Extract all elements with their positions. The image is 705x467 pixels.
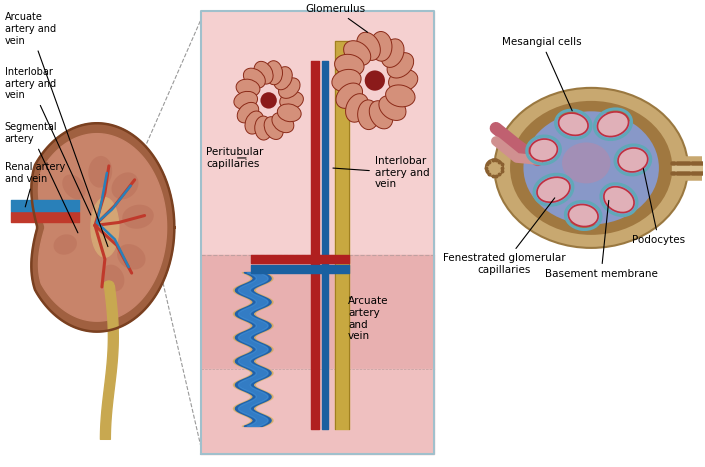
Ellipse shape [104, 281, 114, 289]
Text: Fenestrated glomerular
capillaries: Fenestrated glomerular capillaries [443, 198, 565, 275]
Ellipse shape [111, 172, 138, 199]
Ellipse shape [618, 148, 648, 172]
Ellipse shape [597, 112, 629, 136]
Ellipse shape [265, 61, 283, 85]
Text: Basement membrane: Basement membrane [545, 200, 658, 279]
Ellipse shape [335, 54, 364, 76]
Ellipse shape [122, 205, 154, 229]
Ellipse shape [54, 234, 77, 255]
Ellipse shape [568, 205, 598, 226]
Ellipse shape [529, 139, 558, 161]
Ellipse shape [494, 88, 688, 248]
Ellipse shape [117, 244, 145, 269]
Ellipse shape [237, 102, 259, 123]
Ellipse shape [236, 79, 260, 97]
Ellipse shape [537, 177, 570, 202]
Ellipse shape [357, 32, 380, 60]
Ellipse shape [332, 70, 361, 92]
Ellipse shape [102, 265, 124, 291]
Ellipse shape [88, 156, 112, 188]
Ellipse shape [558, 113, 588, 135]
Ellipse shape [345, 94, 369, 122]
Ellipse shape [336, 83, 362, 108]
Text: Interlobar
artery and
vein: Interlobar artery and vein [333, 156, 429, 190]
Ellipse shape [243, 68, 265, 88]
Ellipse shape [277, 104, 301, 122]
Text: Segmental
artery: Segmental artery [5, 122, 78, 233]
Ellipse shape [245, 111, 264, 134]
Ellipse shape [379, 96, 406, 120]
Text: Arcuate
artery and
vein: Arcuate artery and vein [5, 12, 108, 247]
Ellipse shape [486, 159, 503, 177]
Text: Interlobar
artery and
vein: Interlobar artery and vein [5, 67, 91, 215]
Ellipse shape [388, 70, 418, 92]
Polygon shape [39, 134, 166, 321]
Ellipse shape [264, 117, 283, 140]
Text: Mesangial cells: Mesangial cells [502, 37, 582, 111]
Ellipse shape [51, 199, 77, 220]
Text: Peritubular
capillaries: Peritubular capillaries [206, 147, 264, 169]
Text: Glomerulus: Glomerulus [305, 4, 367, 32]
Ellipse shape [62, 175, 86, 199]
Ellipse shape [386, 85, 415, 107]
Ellipse shape [604, 187, 634, 212]
Ellipse shape [260, 92, 277, 109]
Ellipse shape [357, 100, 379, 129]
Ellipse shape [91, 198, 118, 257]
Ellipse shape [343, 41, 371, 65]
Ellipse shape [387, 53, 414, 78]
Ellipse shape [255, 116, 272, 140]
Ellipse shape [562, 142, 611, 184]
Ellipse shape [272, 113, 294, 133]
Ellipse shape [381, 39, 404, 67]
Ellipse shape [510, 101, 673, 235]
Ellipse shape [523, 111, 659, 225]
Ellipse shape [364, 71, 385, 91]
Text: Podocytes: Podocytes [632, 169, 685, 245]
Ellipse shape [369, 101, 393, 129]
Text: Arcuate
artery
and
vein: Arcuate artery and vein [348, 297, 388, 341]
Text: Renal artery
and vein: Renal artery and vein [5, 162, 65, 207]
Ellipse shape [274, 67, 293, 90]
Polygon shape [31, 123, 174, 332]
Ellipse shape [254, 61, 273, 84]
Ellipse shape [370, 31, 392, 61]
Ellipse shape [234, 92, 257, 109]
Ellipse shape [280, 92, 303, 109]
Ellipse shape [278, 78, 300, 99]
